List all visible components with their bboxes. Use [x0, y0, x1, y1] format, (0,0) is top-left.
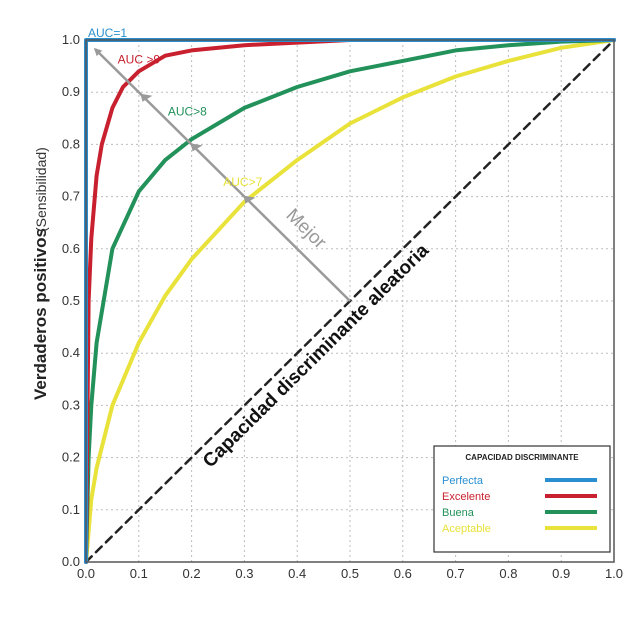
y-tick-label: 0.2	[62, 450, 80, 465]
legend-box	[433, 445, 611, 553]
y-tick-label: 0.1	[62, 502, 80, 517]
x-tick-label: 0.7	[447, 566, 465, 581]
y-tick-label: 1.0	[62, 32, 80, 47]
y-tick-label: 0.0	[62, 554, 80, 569]
arrow-tick	[243, 195, 256, 204]
y-tick-label: 0.8	[62, 136, 80, 151]
curve-annotation-excelente: AUC >9	[118, 52, 161, 66]
y-axis-ticks: 0.0 0.1 0.2 0.3 0.4 0.5 0.6 0.7 0.8 0.9 1.0	[62, 32, 80, 569]
legend: CAPACIDAD DISCRIMINANTE Perfecta Excelent…	[433, 445, 611, 553]
x-tick-label: 0.5	[341, 566, 359, 581]
y-tick-label: 0.3	[62, 397, 80, 412]
y-tick-label: 0.9	[62, 84, 80, 99]
curve-annotation-perfecta: AUC=1	[88, 26, 127, 40]
plot-border	[85, 39, 615, 563]
y-tick-label: 0.4	[62, 345, 80, 360]
legend-entry-label: Aceptable	[442, 523, 491, 535]
y-axis-label: Verdaderos positivos	[31, 228, 50, 400]
curve-annotation-buena: AUC>8	[168, 105, 207, 119]
x-tick-label: 0.9	[552, 566, 570, 581]
legend-entries: Perfecta Excelente Buena Aceptable	[442, 475, 597, 535]
x-tick-label: 0.3	[235, 566, 253, 581]
legend-entry-label: Excelente	[442, 491, 490, 503]
arrow-tick	[140, 93, 153, 102]
better-arrow	[93, 47, 351, 302]
legend-title: CAPACIDAD DISCRIMINANTE	[465, 453, 579, 462]
curve-annotations: AUC=1 AUC >9 AUC>8 AUC>7	[88, 26, 263, 189]
y-tick-label: 0.7	[62, 189, 80, 204]
improvement-arrows	[93, 47, 351, 302]
legend-entry-label: Perfecta	[442, 475, 484, 487]
series-line-buena	[84, 38, 616, 564]
x-tick-label: 0.8	[499, 566, 517, 581]
x-tick-label: 0.1	[130, 566, 148, 581]
legend-entry-label: Buena	[442, 507, 475, 519]
x-tick-label: 0.2	[183, 566, 201, 581]
x-tick-label: 0.0	[77, 566, 95, 581]
y-tick-label: 0.5	[62, 293, 80, 308]
x-tick-label: 0.6	[394, 566, 412, 581]
arrow-tick	[190, 143, 203, 152]
curve-annotation-aceptable: AUC>7	[223, 175, 262, 189]
x-tick-label: 0.4	[288, 566, 306, 581]
y-axis-sublabel: (Sensibilidad)	[33, 147, 49, 232]
x-axis-ticks: 0.0 0.1 0.2 0.3 0.4 0.5 0.6 0.7 0.8 0.9 1.0	[77, 566, 623, 581]
y-tick-label: 0.6	[62, 241, 80, 256]
x-tick-label: 1.0	[605, 566, 623, 581]
series-line-aceptable	[84, 38, 616, 564]
